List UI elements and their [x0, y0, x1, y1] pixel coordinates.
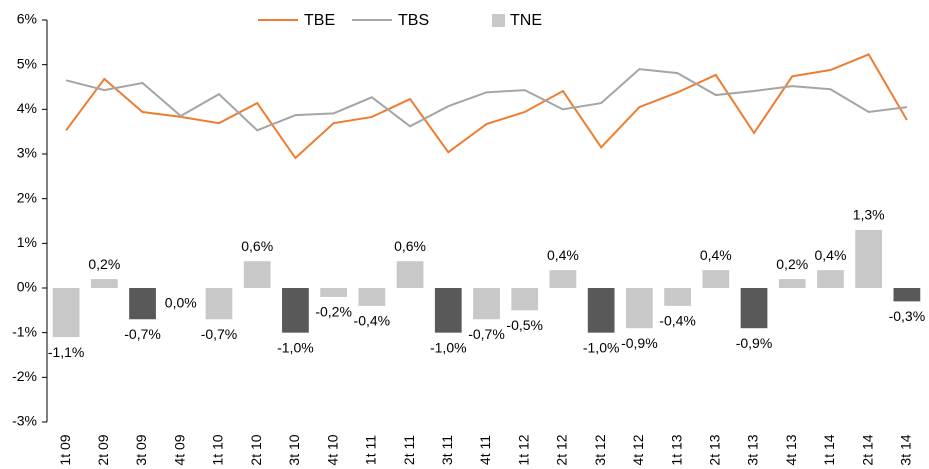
- value-label: -0,4%: [659, 313, 696, 329]
- x-tick-label: 1t 10: [210, 434, 226, 465]
- bar: [511, 288, 539, 311]
- y-tick-label: 1%: [17, 234, 37, 250]
- value-label: -0,2%: [315, 304, 352, 320]
- bar: [358, 288, 386, 306]
- x-tick-label: 3t 10: [286, 434, 302, 465]
- value-label: 0,6%: [241, 238, 273, 254]
- y-tick-label: 0%: [17, 279, 37, 295]
- bar: [702, 270, 730, 288]
- bar: [855, 229, 883, 288]
- bar: [243, 261, 271, 288]
- bar: [778, 279, 806, 288]
- line: [65, 53, 908, 160]
- y-tick-label: 5%: [17, 55, 37, 71]
- legend-label: TBS: [398, 12, 429, 29]
- value-label: -0,9%: [736, 335, 773, 351]
- x-tick-label: 4t 09: [171, 434, 187, 465]
- value-label: -0,7%: [201, 326, 238, 342]
- value-label: 0,2%: [88, 256, 120, 272]
- bar: [893, 288, 921, 302]
- x-tick-label: 4t 13: [783, 434, 799, 465]
- value-label: -1,0%: [277, 339, 314, 355]
- value-label: -1,0%: [430, 339, 467, 355]
- x-tick-label: 3t 09: [133, 434, 149, 465]
- x-tick-label: 2t 11: [401, 435, 417, 465]
- value-label: -1,0%: [583, 339, 620, 355]
- bar: [320, 288, 348, 297]
- value-label: 1,3%: [853, 207, 885, 223]
- x-tick-label: 2t 09: [95, 434, 111, 465]
- x-tick-label: 3t 13: [745, 434, 761, 465]
- x-tick-label: 4t 11: [477, 435, 493, 465]
- value-label: 0,4%: [814, 247, 846, 263]
- x-tick-label: 4t 12: [630, 434, 646, 465]
- bar: [473, 288, 500, 320]
- value-label: 0,4%: [700, 247, 732, 263]
- x-tick-label: 3t 11: [439, 435, 455, 465]
- bar: [740, 288, 768, 329]
- value-label: -0,9%: [621, 335, 658, 351]
- value-label: -0,5%: [506, 317, 543, 333]
- bar: [664, 288, 691, 306]
- bar: [625, 288, 653, 329]
- x-tick-label: 3t 12: [592, 434, 608, 465]
- value-label: -1,1%: [48, 344, 85, 360]
- legend-label: TBE: [304, 12, 335, 29]
- y-tick-label: -1%: [12, 323, 37, 339]
- y-tick-label: -3%: [12, 413, 37, 429]
- x-tick-label: 1t 12: [515, 434, 531, 465]
- value-label: 0,2%: [776, 256, 808, 272]
- bar: [587, 288, 615, 333]
- x-tick-label: 3t 14: [898, 434, 914, 465]
- bar: [396, 261, 424, 288]
- bar: [817, 270, 844, 288]
- line: [65, 68, 908, 132]
- x-tick-label: 2t 10: [248, 434, 264, 465]
- value-label: 0,6%: [394, 238, 426, 254]
- x-tick-label: 1t 11: [363, 435, 379, 465]
- x-tick-label: 1t 13: [668, 434, 684, 465]
- x-tick-label: 2t 12: [554, 434, 570, 465]
- x-tick-label: 2t 14: [859, 434, 875, 465]
- value-label: 0,0%: [165, 295, 197, 311]
- x-tick-label: 2t 13: [707, 434, 723, 465]
- x-tick-label: 1t 09: [57, 434, 73, 465]
- legend-swatch: [492, 14, 505, 27]
- y-tick-label: 2%: [17, 189, 37, 205]
- value-label: -0,7%: [124, 326, 161, 342]
- y-tick-label: 3%: [17, 145, 37, 161]
- bar: [90, 279, 118, 288]
- bar: [129, 288, 156, 320]
- y-tick-label: 6%: [17, 11, 37, 27]
- value-label: 0,4%: [547, 247, 579, 263]
- y-tick-label: -2%: [12, 368, 37, 384]
- value-label: -0,4%: [354, 313, 391, 329]
- x-tick-label: 1t 14: [821, 434, 837, 465]
- y-tick-label: 4%: [17, 100, 37, 116]
- bar: [434, 288, 462, 333]
- bar: [52, 288, 80, 338]
- bar: [282, 288, 309, 333]
- bar: [205, 288, 233, 320]
- value-label: -0,7%: [468, 326, 505, 342]
- value-label: -0,3%: [889, 308, 926, 324]
- legend-label: TNE: [510, 12, 542, 29]
- bar: [549, 270, 577, 288]
- x-tick-label: 4t 10: [324, 434, 340, 465]
